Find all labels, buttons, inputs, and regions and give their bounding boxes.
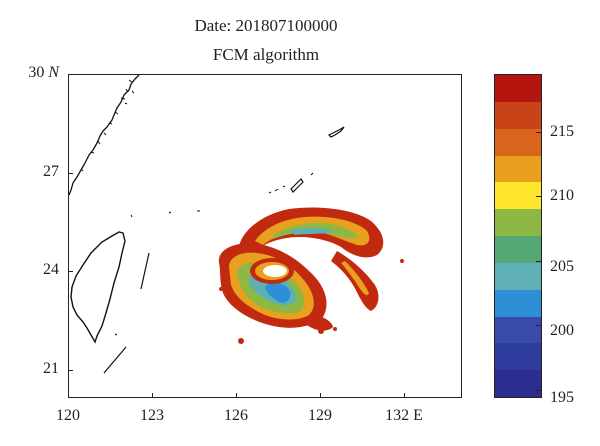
map-canvas (69, 75, 404, 374)
storm-band-north-teal (289, 228, 335, 235)
colorbar-segment (495, 182, 541, 209)
storm-east-band-inner (341, 261, 369, 296)
china-coastline (69, 75, 140, 196)
colorbar-segment (495, 317, 541, 343)
storm-eye (263, 265, 287, 277)
colorbar-segment (495, 370, 541, 397)
colorbar-tick-200: 200 (550, 322, 574, 339)
colorbar-tick-mark (536, 325, 542, 326)
colorbar-segment (495, 75, 541, 102)
storm-patch-4 (333, 327, 337, 331)
chart-title: Date: 201807100000 (194, 16, 338, 35)
colorbar-segment (495, 263, 541, 290)
amami-island (327, 126, 345, 138)
storm-patch-5 (219, 287, 223, 291)
colorbar-tick-mark (536, 261, 542, 262)
colorbar-segment (495, 236, 541, 263)
lon-tick-mark-123 (152, 393, 153, 398)
colorbar-tick-205: 205 (550, 258, 574, 275)
lon-tick-132: 132 E (385, 407, 423, 424)
colorbar-segment (495, 129, 541, 156)
storm-patch-1 (238, 338, 244, 344)
chart-subtitle: FCM algorithm (212, 45, 320, 64)
colorbar-tick-mark (536, 390, 542, 391)
north-label: N (48, 64, 59, 81)
lat-tick-mark-24 (68, 271, 73, 272)
small-islands (114, 210, 200, 336)
storm-east-band (331, 251, 379, 311)
lon-tick-mark-129 (320, 393, 321, 398)
colorbar-tick-210: 210 (550, 187, 574, 204)
colorbar-segment (495, 156, 541, 182)
colorbar-segment (495, 290, 541, 317)
storm-core-blue (265, 282, 291, 303)
line-feature-2 (103, 346, 127, 374)
china-islands (80, 79, 135, 172)
colorbar-segment (495, 209, 541, 236)
colorbar-tick-215: 215 (550, 123, 574, 140)
lat-tick-mark-27 (68, 173, 73, 174)
storm-patch-2 (318, 328, 324, 334)
lat-tick-mark-21 (68, 370, 73, 371)
lon-tick-126: 126 (224, 407, 248, 424)
lon-tick-123: 123 (140, 407, 164, 424)
lon-tick-129: 129 (308, 407, 332, 424)
lon-tick-120: 120 (56, 407, 80, 424)
lat-tick-27: 27 (43, 163, 59, 180)
colorbar-tick-mark (536, 132, 542, 133)
taiwan-outline (70, 231, 126, 344)
storm-south-fringe (305, 315, 333, 331)
lat-tick-21: 21 (43, 360, 59, 377)
lat-tick-30: 30 N (28, 64, 59, 81)
colorbar-segment (495, 102, 541, 129)
colorbar-tick-195: 195 (550, 389, 574, 406)
ryukyu-island-small (268, 172, 314, 194)
lon-tick-mark-126 (236, 393, 237, 398)
ryukyu-island (290, 178, 304, 193)
colorbar-segment (495, 343, 541, 370)
storm-patch-3 (400, 259, 404, 263)
map-panel (68, 74, 462, 398)
lat-tick-24: 24 (43, 261, 59, 278)
typhoon-cloud-field (218, 207, 404, 344)
colorbar (494, 74, 542, 398)
colorbar-tick-mark (536, 196, 542, 197)
lon-tick-mark-132 (404, 393, 405, 398)
line-feature-1 (140, 252, 150, 290)
storm-band-north-yellow (255, 216, 370, 246)
